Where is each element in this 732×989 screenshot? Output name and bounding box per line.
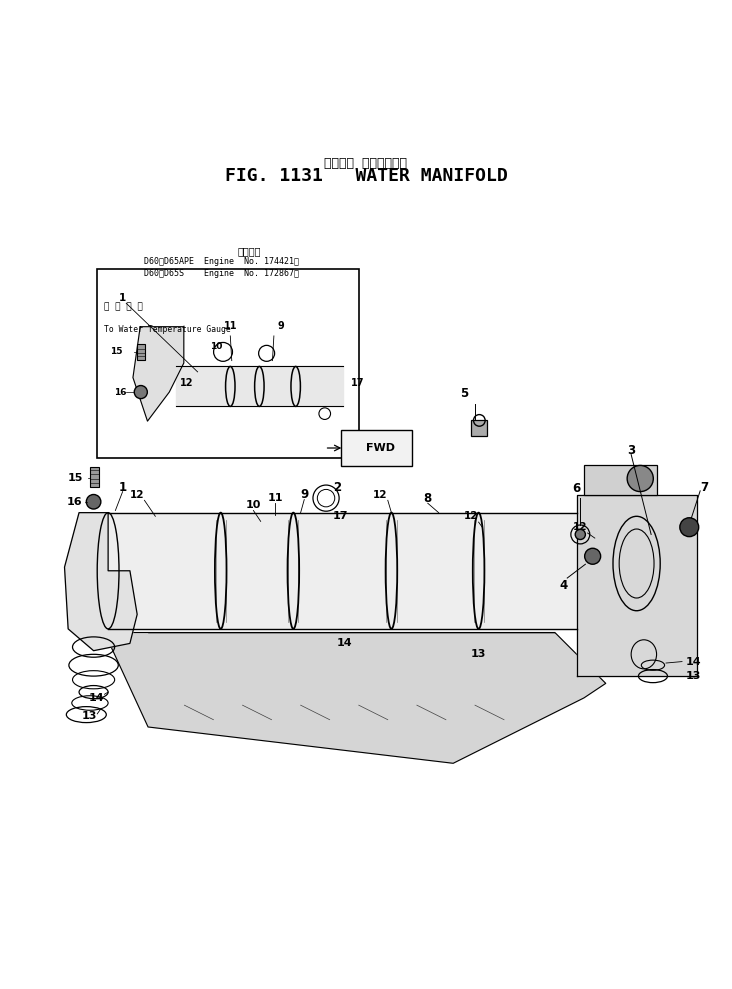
Text: 12: 12 xyxy=(180,378,193,388)
Circle shape xyxy=(680,518,699,537)
Polygon shape xyxy=(105,633,605,764)
Text: 12: 12 xyxy=(573,522,588,532)
Text: To Water Temperature Gauge: To Water Temperature Gauge xyxy=(105,325,231,334)
FancyBboxPatch shape xyxy=(341,430,413,466)
Text: 12: 12 xyxy=(373,490,388,499)
Text: 14: 14 xyxy=(686,657,701,667)
Circle shape xyxy=(86,494,101,509)
Text: 10: 10 xyxy=(209,341,222,350)
Text: D60・D65S    Engine  No. 172867～: D60・D65S Engine No. 172867～ xyxy=(144,269,299,278)
Text: 1: 1 xyxy=(119,293,126,303)
Text: 11: 11 xyxy=(267,494,283,503)
Text: 15: 15 xyxy=(110,347,123,356)
Text: 13: 13 xyxy=(686,672,701,681)
Text: 11: 11 xyxy=(223,321,237,331)
Circle shape xyxy=(627,466,653,492)
Text: 9: 9 xyxy=(300,488,308,501)
Text: FIG. 1131   WATER MANIFOLD: FIG. 1131 WATER MANIFOLD xyxy=(225,167,507,185)
Polygon shape xyxy=(64,512,137,651)
Circle shape xyxy=(575,529,586,540)
Text: 15: 15 xyxy=(67,473,83,483)
Text: 13: 13 xyxy=(82,711,97,721)
Text: 6: 6 xyxy=(572,482,580,494)
Text: D60・D65APE  Engine  No. 174421～: D60・D65APE Engine No. 174421～ xyxy=(144,257,299,266)
Text: 3: 3 xyxy=(627,444,635,458)
Text: 7: 7 xyxy=(701,481,709,494)
Text: 1: 1 xyxy=(119,481,127,494)
Circle shape xyxy=(585,548,601,565)
Text: 14: 14 xyxy=(89,693,105,703)
Text: 12: 12 xyxy=(464,511,479,521)
Text: 14: 14 xyxy=(337,639,352,649)
Text: 16: 16 xyxy=(67,496,83,506)
Text: FWD: FWD xyxy=(366,443,395,453)
Text: 2: 2 xyxy=(333,481,341,494)
Text: 9: 9 xyxy=(277,321,285,331)
Bar xyxy=(137,344,145,360)
Bar xyxy=(90,467,100,488)
Circle shape xyxy=(134,386,147,399)
Polygon shape xyxy=(176,367,343,406)
Text: ウォータ  マニホールド: ウォータ マニホールド xyxy=(324,157,408,170)
Text: 8: 8 xyxy=(424,492,432,504)
Text: 13: 13 xyxy=(471,650,486,660)
Text: 16: 16 xyxy=(113,388,127,397)
Text: 水  温  出  口: 水 温 出 口 xyxy=(105,303,143,312)
Text: 4: 4 xyxy=(559,579,568,591)
Polygon shape xyxy=(108,512,577,629)
Text: 適用号機: 適用号機 xyxy=(237,246,261,256)
Polygon shape xyxy=(133,326,184,421)
Text: 10: 10 xyxy=(246,500,261,510)
Bar xyxy=(97,269,359,458)
Bar xyxy=(584,466,657,494)
Text: 17: 17 xyxy=(333,511,348,521)
Text: 5: 5 xyxy=(460,387,468,401)
Text: 17: 17 xyxy=(351,378,365,388)
Text: 12: 12 xyxy=(130,490,144,499)
Bar xyxy=(471,420,488,436)
Polygon shape xyxy=(577,494,697,676)
